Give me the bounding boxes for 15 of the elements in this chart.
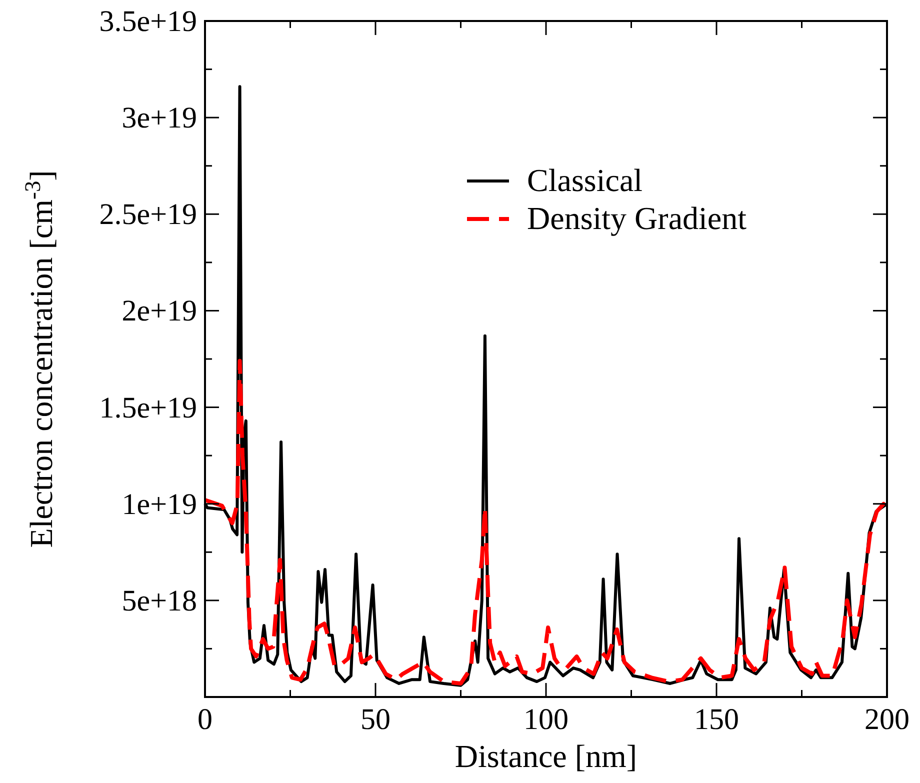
legend-label: Classical bbox=[527, 162, 643, 198]
y-tick-label: 1e+19 bbox=[122, 488, 197, 521]
x-tick-label: 200 bbox=[864, 703, 910, 736]
x-tick-label: 0 bbox=[198, 703, 212, 736]
x-tick-label: 50 bbox=[360, 703, 390, 736]
x-axis-title: Distance [nm] bbox=[454, 738, 638, 774]
x-tick-label: 100 bbox=[524, 703, 568, 736]
y-tick-label: 5e+18 bbox=[122, 584, 197, 618]
x-tick-label: 150 bbox=[694, 703, 739, 736]
y-tick-label: 2e+19 bbox=[122, 294, 197, 328]
y-tick-label: 2.5e+19 bbox=[99, 198, 197, 232]
y-tick-label: 3.5e+19 bbox=[99, 5, 197, 38]
y-tick-label: 1.5e+19 bbox=[99, 391, 197, 424]
y-tick-label: 3e+19 bbox=[122, 102, 197, 135]
legend-label: Density Gradient bbox=[527, 200, 747, 236]
